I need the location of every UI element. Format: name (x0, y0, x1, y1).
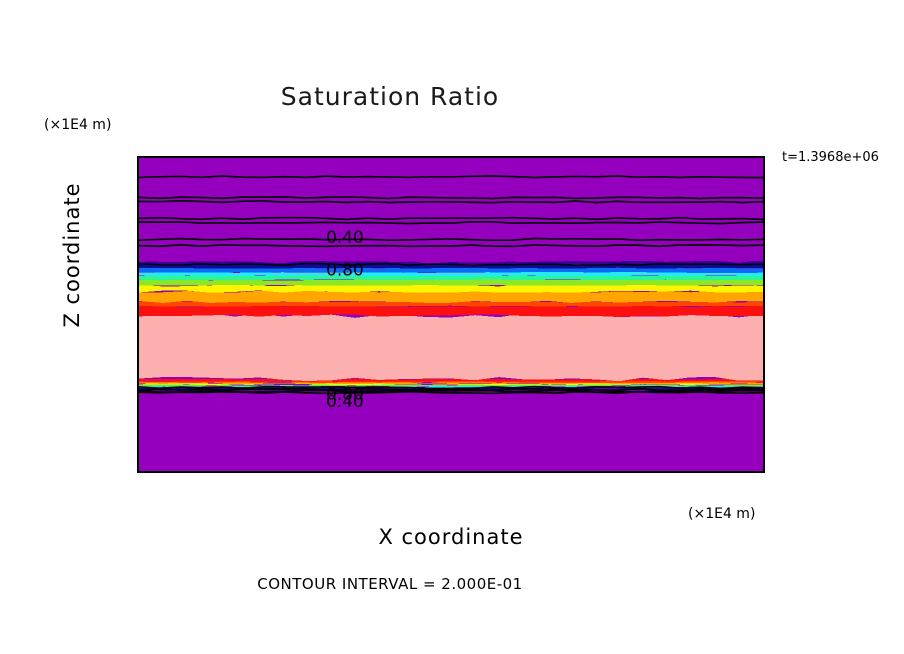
contour-label: 0.40 (326, 227, 364, 247)
colorbar-swatches (786, 207, 814, 494)
colorbar[interactable] (786, 207, 814, 494)
contour-canvas: 0.400.800.800.40 (139, 158, 763, 471)
contour-label: 0.80 (326, 383, 364, 403)
contour-label: 0.80 (326, 260, 364, 280)
x-axis-title: X coordinate (378, 525, 524, 549)
contour-plot-area[interactable]: 0.40 0.80 0.80 0.40 (137, 156, 765, 473)
contour-interval-note: CONTOUR INTERVAL = 2.000E-01 (257, 575, 523, 593)
time-annotation: t=1.3968e+06 (782, 150, 879, 165)
y-axis-title: Z coordinate (60, 182, 84, 328)
x-axis-unit-label: (×1E4 m) (688, 506, 756, 522)
y-axis-unit-label: (×1E4 m) (44, 117, 112, 133)
page-title: Saturation Ratio (280, 82, 500, 111)
contour-label: 0.40 (326, 391, 364, 411)
